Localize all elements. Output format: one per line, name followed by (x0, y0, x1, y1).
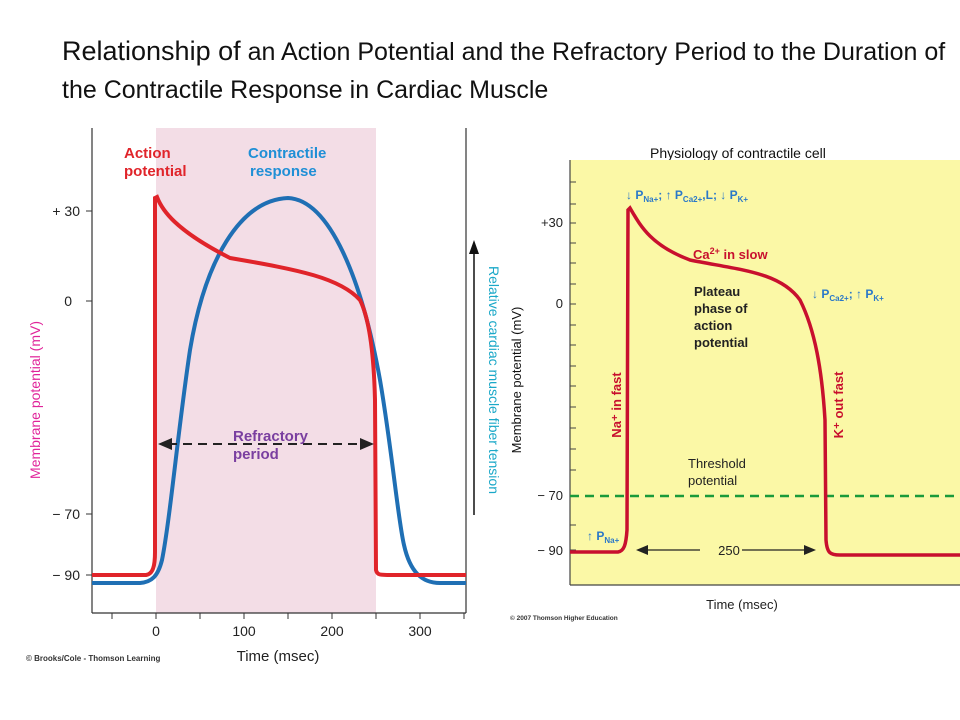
right-credit: © 2007 Thomson Higher Education (510, 614, 618, 622)
k-fast-label: K⁺ out fast (831, 371, 846, 438)
contractile-response-curve (92, 195, 466, 585)
right-ytick-90: − 90 (537, 543, 563, 558)
right-permeability-note: ↓ PCa2+; ↑ PK+ (812, 287, 884, 303)
right-x-axis-label: Time (msec) (706, 597, 778, 612)
left-xtick-200: 200 (320, 623, 344, 639)
refractory-arrow-right (360, 438, 374, 450)
right-figure: Physiology of contractile cell +30 0 − 7… (509, 145, 960, 622)
duration-label: 250 (718, 543, 740, 558)
title-rest: an Action Potential and the Refractory P… (62, 38, 946, 104)
left-ytick-90: − 90 (52, 567, 80, 583)
right-ytick-0: 0 (556, 296, 563, 311)
action-potential-label: Action potential (124, 145, 187, 180)
page-title: Relationship of an Action Potential and … (62, 32, 952, 109)
right-y-axis-label: Membrane potential (mV) (509, 307, 524, 454)
left-y-axis-label: Membrane potential (mV) (27, 321, 43, 479)
title-lead: Relationship of (62, 36, 241, 66)
left-figure: + 30 0 − 70 − 90 0 100 200 300 Time (mse… (26, 128, 502, 665)
ventricular-action-potential (570, 205, 960, 557)
action-potential-curve (92, 194, 466, 577)
threshold-label: Threshold potential (688, 456, 749, 488)
left-xtick-0: 0 (152, 623, 160, 639)
left-ytick-30: + 30 (52, 203, 80, 219)
plateau-label: Plateau phase of action potential (694, 284, 751, 350)
left-ytick-0: 0 (64, 293, 72, 309)
right-tension-axis-label: Relative cardiac muscle fiber tension (486, 266, 502, 494)
left-xtick-300: 300 (408, 623, 432, 639)
left-xtick-100: 100 (232, 623, 256, 639)
right-figure-heading: Physiology of contractile cell (650, 145, 826, 161)
right-ytick-70: − 70 (537, 488, 563, 503)
refractory-shading (156, 128, 376, 613)
tension-arrow-head (469, 240, 479, 254)
contractile-response-label: Contractile response (248, 145, 331, 180)
refractory-arrow-left (158, 438, 172, 450)
right-plot-background (570, 160, 960, 585)
left-x-ticks (111, 613, 465, 619)
na-fast-label: Na⁺ in fast (609, 372, 624, 438)
duration-arrow-right (804, 545, 816, 555)
right-ytick-30: +30 (541, 215, 563, 230)
left-credit: © Brooks/Cole - Thomson Learning (26, 654, 160, 663)
left-y-ticks (86, 210, 92, 576)
left-x-axis-label: Time (msec) (237, 648, 320, 665)
refractory-period-label: Refractory period (233, 428, 312, 463)
duration-arrow-left (636, 545, 648, 555)
top-permeability-note: ↓ PNa+; ↑ PCa2+,L; ↓ PK+ (626, 188, 748, 204)
pna-note: ↑ PNa+ (587, 529, 620, 545)
left-ytick-70: − 70 (52, 506, 80, 522)
ca-slow-label: Ca2+ in slow (693, 246, 768, 262)
